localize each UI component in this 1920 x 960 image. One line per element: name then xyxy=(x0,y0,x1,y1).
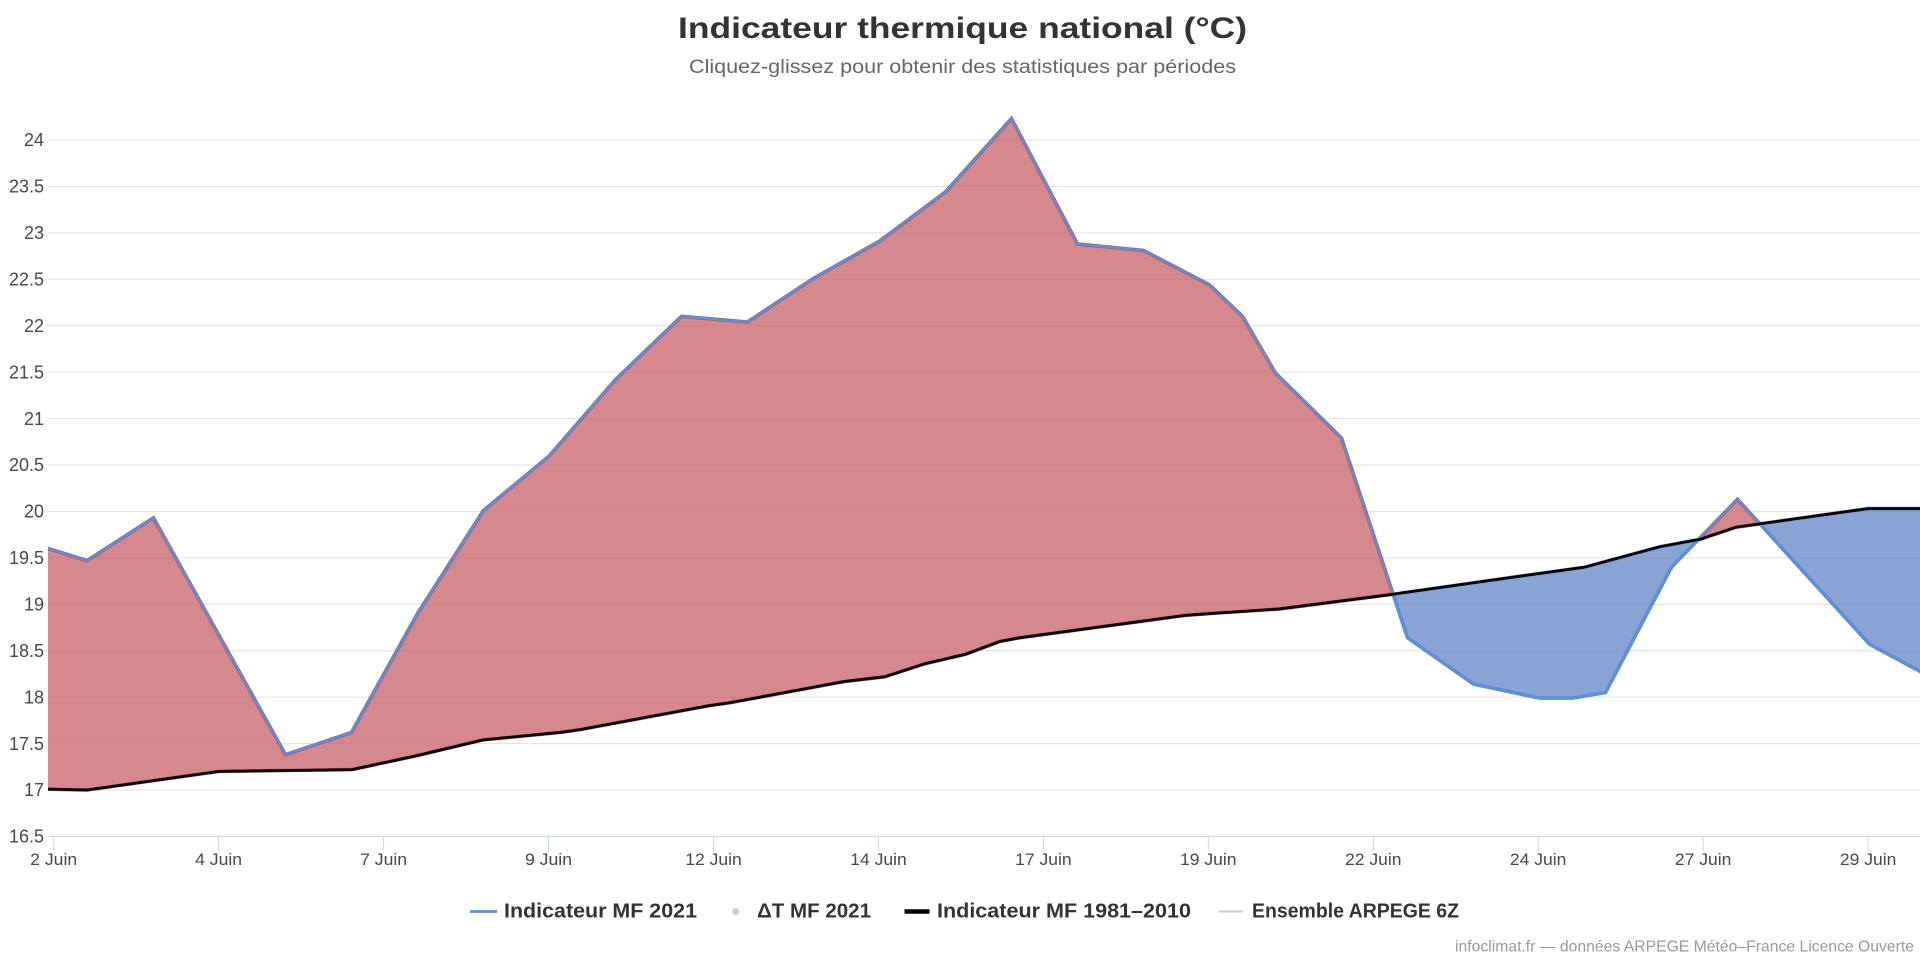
svg-text:21.5: 21.5 xyxy=(9,362,44,382)
svg-text:21: 21 xyxy=(24,409,44,429)
svg-text:12 Juin: 12 Juin xyxy=(685,850,742,869)
svg-text:16.5: 16.5 xyxy=(9,827,44,847)
svg-text:22.5: 22.5 xyxy=(9,270,44,290)
svg-text:7 Juin: 7 Juin xyxy=(360,850,407,869)
svg-text:19.5: 19.5 xyxy=(9,548,44,568)
svg-text:Cliquez-glissez pour obtenir d: Cliquez-glissez pour obtenir des statist… xyxy=(689,57,1236,78)
svg-text:24: 24 xyxy=(24,130,44,150)
svg-text:2 Juin: 2 Juin xyxy=(30,850,77,869)
svg-text:22: 22 xyxy=(24,316,44,336)
svg-text:23.5: 23.5 xyxy=(9,177,44,197)
svg-text:22 Juin: 22 Juin xyxy=(1345,850,1402,869)
svg-text:20: 20 xyxy=(24,502,44,522)
svg-text:Indicateur thermique national: Indicateur thermique national (°C) xyxy=(678,12,1247,45)
svg-text:17: 17 xyxy=(24,780,44,800)
svg-text:19: 19 xyxy=(24,595,44,615)
svg-text:27 Juin: 27 Juin xyxy=(1675,850,1732,869)
svg-text:Indicateur MF 1981–2010: Indicateur MF 1981–2010 xyxy=(937,901,1191,923)
svg-text:Indicateur MF 2021: Indicateur MF 2021 xyxy=(504,901,697,923)
svg-text:23: 23 xyxy=(24,223,44,243)
svg-text:14 Juin: 14 Juin xyxy=(850,850,907,869)
svg-text:29 Juin: 29 Juin xyxy=(1840,850,1897,869)
svg-text:18.5: 18.5 xyxy=(9,641,44,661)
svg-text:ΔT MF 2021: ΔT MF 2021 xyxy=(757,901,871,923)
svg-text:18: 18 xyxy=(24,687,44,707)
svg-text:17 Juin: 17 Juin xyxy=(1015,850,1072,869)
svg-text:20.5: 20.5 xyxy=(9,455,44,475)
svg-text:4 Juin: 4 Juin xyxy=(195,850,242,869)
svg-text:24 Juin: 24 Juin xyxy=(1510,850,1567,869)
svg-text:infoclimat.fr — données ARPEGE: infoclimat.fr — données ARPEGE Météo–Fra… xyxy=(1455,939,1914,956)
svg-text:9 Juin: 9 Juin xyxy=(525,850,572,869)
svg-text:Ensemble ARPEGE 6Z: Ensemble ARPEGE 6Z xyxy=(1252,901,1459,923)
svg-text:19 Juin: 19 Juin xyxy=(1180,850,1237,869)
svg-text:17.5: 17.5 xyxy=(9,734,44,754)
